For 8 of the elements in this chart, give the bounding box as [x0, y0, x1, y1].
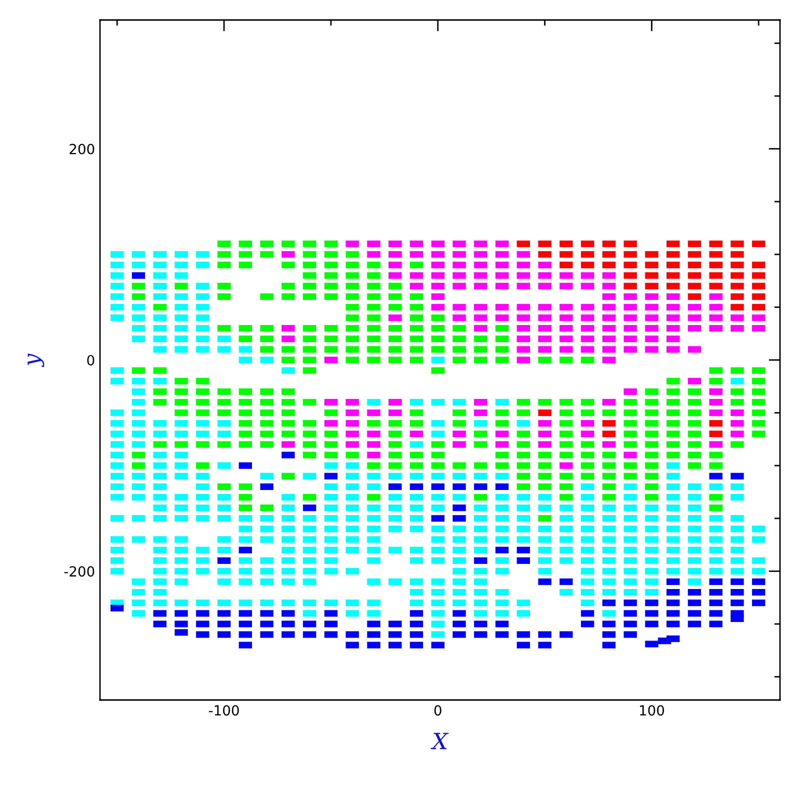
y-tick-label: 0 — [87, 354, 94, 366]
x-tick-label: 100 — [640, 705, 664, 716]
x-tick-label: -100 — [208, 705, 239, 716]
y-tick-label: 200 — [70, 144, 94, 154]
x-axis-title: X — [430, 732, 449, 750]
y-axis-title: y — [28, 353, 44, 368]
x-tick-label: 0 — [434, 705, 442, 716]
y-tick-label: -200 — [64, 566, 94, 577]
